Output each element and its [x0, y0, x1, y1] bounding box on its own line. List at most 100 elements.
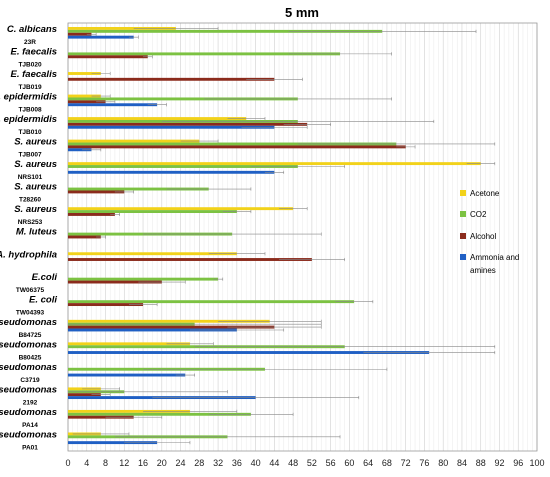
x-tick-label: 12	[119, 458, 129, 468]
bar	[68, 77, 275, 81]
bar	[68, 142, 397, 146]
category-code-label: PA14	[22, 422, 38, 429]
bar	[68, 97, 298, 101]
category-name-label: E. faecalis	[11, 69, 57, 80]
bar	[68, 342, 190, 346]
category-code-label: T28260	[19, 197, 41, 204]
x-tick-label: 56	[326, 458, 336, 468]
bar	[68, 72, 101, 75]
category-name-label: Pseudomonas	[0, 362, 57, 373]
category-code-label: 23R	[24, 39, 36, 46]
x-tick-label: 60	[344, 458, 354, 468]
bar	[68, 325, 275, 329]
x-tick-label: 8	[103, 458, 108, 468]
bar	[68, 409, 190, 413]
bar	[68, 187, 209, 191]
category-name-label: E. faecalis	[11, 47, 57, 58]
legend-swatch	[460, 211, 466, 217]
category-code-label: 2192	[23, 399, 38, 406]
category-code-label: NRS101	[18, 174, 43, 181]
bar	[68, 162, 481, 166]
bar	[68, 139, 200, 143]
bar	[68, 100, 106, 104]
bar	[68, 280, 162, 284]
legend-swatch	[460, 233, 466, 239]
bar	[68, 210, 237, 214]
bar	[68, 27, 176, 30]
bar	[68, 145, 406, 149]
bar	[68, 32, 92, 36]
bar	[68, 122, 308, 126]
category-name-label: E.coli	[32, 272, 58, 283]
category-code-label: TJB007	[18, 152, 42, 159]
category-name-label: Pseudomonas	[0, 339, 57, 350]
bar	[68, 213, 115, 216]
category-name-label: Pseudomonas	[0, 407, 57, 418]
x-tick-label: 0	[65, 458, 70, 468]
category-code-label: TW04393	[16, 309, 45, 316]
x-tick-label: 100	[529, 458, 544, 468]
category-name-label: A. hydrophila	[0, 249, 57, 260]
category-name-label: S. epidermidis	[0, 114, 57, 125]
bar	[68, 373, 186, 377]
bar	[68, 319, 270, 323]
bar	[68, 300, 355, 304]
x-tick-label: 64	[363, 458, 373, 468]
legend-label: Ammonia and	[470, 253, 519, 262]
category-code-label: TJB010	[18, 129, 42, 136]
bar	[68, 441, 158, 445]
bar	[68, 52, 341, 56]
legend-label: amines	[470, 266, 496, 275]
category-name-label: S. epidermidis	[0, 92, 57, 103]
bar	[68, 29, 383, 33]
x-tick-label: 80	[438, 458, 448, 468]
category-name-label: S. aureus	[14, 204, 57, 215]
bar	[68, 328, 237, 332]
category-code-label: B84725	[19, 332, 42, 339]
bar	[68, 277, 219, 281]
bar	[68, 55, 148, 59]
x-tick-label: 36	[232, 458, 242, 468]
bar	[68, 125, 275, 129]
x-tick-label: 92	[494, 458, 504, 468]
category-code-label: C3719	[20, 377, 40, 384]
bar	[68, 415, 134, 419]
bar	[68, 190, 125, 194]
legend-label: Acetone	[470, 189, 500, 198]
legend-swatch	[460, 254, 466, 260]
x-tick-label: 96	[513, 458, 523, 468]
category-name-label: Pseudomonas	[0, 429, 57, 440]
x-tick-label: 48	[288, 458, 298, 468]
x-axis: 0 4 8 12 16 20 24 28 32 36 40 44 48 52 56 60 64 68 72 76 80 8…	[65, 458, 544, 468]
legend-swatch	[460, 190, 466, 196]
bar	[68, 412, 251, 416]
x-tick-label: 84	[457, 458, 467, 468]
x-tick-label: 16	[138, 458, 148, 468]
category-name-label: S. aureus	[14, 182, 57, 193]
legend-label: Alcohol	[470, 232, 496, 241]
category-code-label: PA01	[22, 444, 38, 451]
category-name-label: S. aureus	[14, 137, 57, 148]
bar	[68, 252, 237, 256]
bar	[68, 170, 275, 174]
x-tick-label: 4	[84, 458, 89, 468]
category-name-label: E. coli	[29, 294, 57, 305]
x-tick-label: 20	[157, 458, 167, 468]
legend: Acetone CO2 Alcohol Ammonia and amines	[460, 189, 519, 275]
x-tick-label: 40	[251, 458, 261, 468]
bar	[68, 351, 430, 354]
legend-label: CO2	[470, 210, 487, 219]
bar	[68, 103, 158, 107]
bar	[68, 207, 294, 211]
bar	[68, 117, 247, 121]
chart-title: 5 mm	[285, 5, 319, 20]
category-code-label: TJB008	[18, 107, 42, 114]
bar	[68, 258, 312, 261]
bar	[68, 94, 101, 98]
category-name-label: Pseudomonas	[0, 384, 57, 395]
bar	[68, 393, 101, 397]
x-tick-label: 88	[476, 458, 486, 468]
category-code-label: TJB020	[18, 62, 42, 69]
x-tick-label: 68	[382, 458, 392, 468]
